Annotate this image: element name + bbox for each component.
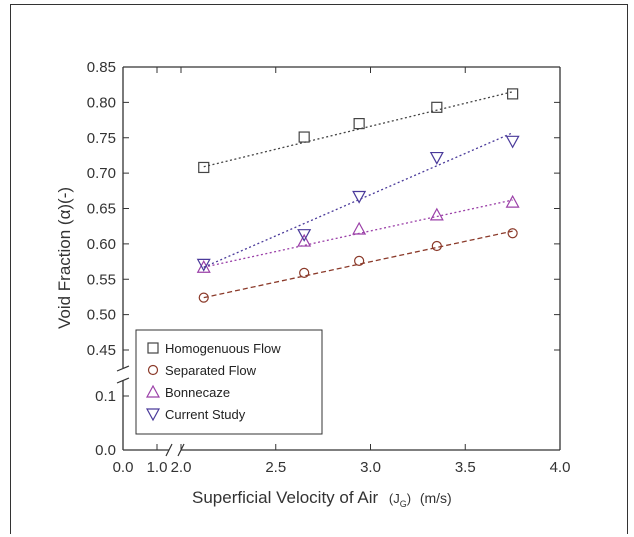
data-points-layer xyxy=(196,88,520,303)
tick-layer: 0.85 0.80 0.75 0.70 0.65 0.60 0.55 0.50 0.45 0.1 0… xyxy=(87,59,571,476)
data-point-separated-flow xyxy=(198,292,209,303)
x-tick-label: 2.0 xyxy=(171,459,192,476)
x-axis-label-close: ) xyxy=(407,491,411,506)
x-axis-break-mark-1 xyxy=(165,443,173,457)
x-tick-label: 2.5 xyxy=(265,459,286,476)
legend-box xyxy=(135,329,323,435)
data-point-bonnecaze xyxy=(505,194,520,208)
legend-label-bonnecaze: Bonnecaze xyxy=(165,385,230,400)
data-point-current-study xyxy=(352,190,367,204)
y-tick-label: 0.45 xyxy=(87,342,116,359)
data-point-separated-flow xyxy=(299,267,310,278)
y-tick-label: 0.1 xyxy=(95,388,116,405)
y-axis-break-mark-2 xyxy=(116,377,130,384)
figure-frame xyxy=(10,4,628,534)
y-tick-label: 0.80 xyxy=(87,94,116,111)
x-tick-label: 3.0 xyxy=(360,459,381,476)
data-point-current-study xyxy=(429,151,444,165)
legend-label-separated-flow: Separated Flow xyxy=(165,363,257,378)
y-tick-label: 0.55 xyxy=(87,271,116,288)
legend-marker-homogenuous-flow xyxy=(147,342,159,354)
y-axis-break-mark-1 xyxy=(116,365,130,372)
y-tick-label: 0.50 xyxy=(87,307,116,324)
fit-line-separated-flow xyxy=(203,230,513,299)
data-point-homogenuous-flow xyxy=(507,88,519,100)
data-point-current-study xyxy=(196,258,211,272)
legend-label-homogenuous-flow: Homogenuous Flow xyxy=(165,341,281,356)
x-tick-label: 1.0 xyxy=(147,459,168,476)
legend-label-current-study: Current Study xyxy=(165,407,246,422)
y-tick-label: 0.75 xyxy=(87,130,116,147)
data-point-bonnecaze xyxy=(429,207,444,221)
x-tick-label: 0.0 xyxy=(113,459,134,476)
legend: Homogenuous Flow Separated Flow Bonnecaze C… xyxy=(135,329,323,435)
y-tick-label: 0.60 xyxy=(87,236,116,253)
legend-marker-current-study xyxy=(145,408,161,422)
data-point-bonnecaze xyxy=(352,221,367,235)
data-point-bonnecaze xyxy=(297,233,312,247)
y-axis-label: Void Fraction (α)(-) xyxy=(55,187,74,329)
x-axis-label-unit: (m/s) xyxy=(420,490,452,506)
fit-line-homogenuous-flow xyxy=(203,91,513,168)
fit-lines-layer xyxy=(203,91,513,299)
data-point-separated-flow xyxy=(431,240,442,252)
data-point-homogenuous-flow xyxy=(431,101,443,113)
y-tick-label: 0.85 xyxy=(87,59,116,76)
data-point-separated-flow xyxy=(507,228,518,239)
x-axis-label: Superficial Velocity of Air (JG) (m/s) xyxy=(192,488,452,509)
x-tick-label: 4.0 xyxy=(550,459,571,476)
data-point-homogenuous-flow xyxy=(198,161,210,174)
y-tick-label: 0.65 xyxy=(87,201,116,218)
x-axis-label-subscript: G xyxy=(400,499,407,509)
legend-marker-separated-flow xyxy=(147,364,159,376)
data-point-current-study xyxy=(505,135,520,149)
x-axis-label-symbol: (J xyxy=(389,491,400,506)
data-point-current-study xyxy=(297,229,312,242)
legend-marker-bonnecaze xyxy=(145,384,161,398)
data-point-separated-flow xyxy=(354,255,365,266)
data-point-bonnecaze xyxy=(196,259,211,273)
x-tick-label: 3.5 xyxy=(455,459,476,476)
y-tick-label: 0.70 xyxy=(87,165,116,182)
x-axis-label-main: Superficial Velocity of Air xyxy=(192,488,378,507)
y-tick-label: 0.0 xyxy=(95,442,116,459)
legend-entries: Homogenuous Flow Separated Flow Bonnecaze C… xyxy=(145,341,281,422)
data-point-homogenuous-flow xyxy=(353,117,365,130)
data-point-homogenuous-flow xyxy=(298,131,310,143)
